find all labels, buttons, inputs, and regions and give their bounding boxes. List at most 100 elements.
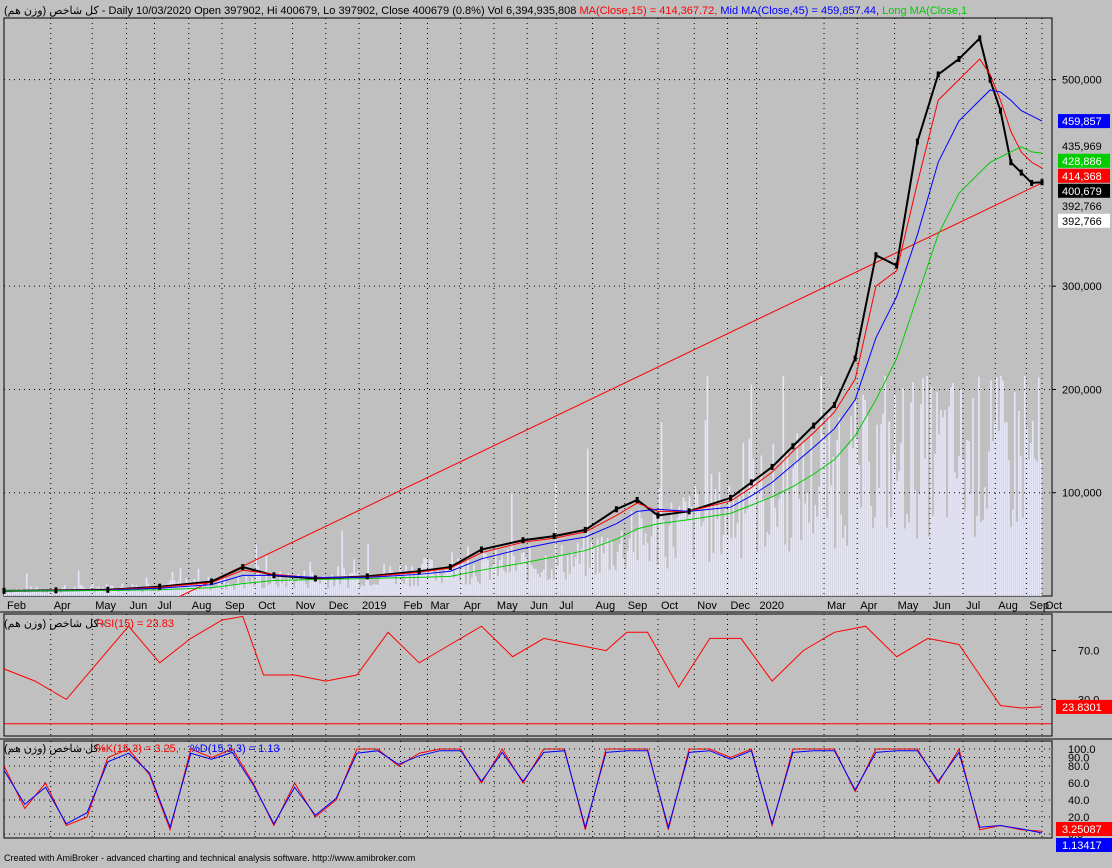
volume-bar <box>876 424 878 596</box>
volume-bar <box>101 587 104 596</box>
volume-bar <box>600 536 603 596</box>
volume-bar <box>686 520 689 596</box>
candle-mark <box>365 573 369 580</box>
volume-bar <box>640 518 643 596</box>
price-badge <box>1058 213 1110 228</box>
price-badge-label: 392,766 <box>1062 216 1102 228</box>
price-tick-label: 300,000 <box>1062 281 1102 293</box>
volume-bar <box>982 520 984 596</box>
volume-bar <box>986 508 988 596</box>
volume-bar <box>742 442 745 596</box>
volume-bar <box>1038 377 1040 596</box>
volume-bar <box>574 557 577 596</box>
volume-bar <box>57 589 60 596</box>
volume-bar <box>946 517 948 596</box>
candle-mark <box>1009 159 1013 166</box>
volume-bar <box>71 590 74 596</box>
stoch-tick-label: 40.0 <box>1068 795 1089 807</box>
volume-bar <box>958 455 960 596</box>
chart-header: کل شاخص (وزن هم) - Daily 10/03/2020 Open… <box>4 5 967 17</box>
volume-bar <box>626 550 629 596</box>
volume-bar <box>495 550 497 596</box>
volume-bar <box>604 541 607 596</box>
volume-bar <box>87 590 90 596</box>
volume-bar <box>157 591 160 596</box>
volume-bar <box>998 430 1000 596</box>
price-badge-label: 459,857 <box>1062 116 1102 128</box>
volume-bar <box>758 482 761 596</box>
volume-bar <box>169 580 172 596</box>
volume-bar <box>796 433 799 596</box>
volume-bar <box>297 574 300 596</box>
volume-bar <box>103 591 106 596</box>
volume-bar <box>728 485 731 596</box>
candle-mark <box>521 537 525 544</box>
price-tick-label: 100,000 <box>1062 488 1102 500</box>
volume-bar <box>884 376 886 596</box>
header-ma-long: Long MA(Close,1 <box>882 5 967 17</box>
volume-bar <box>768 534 771 596</box>
volume-bar <box>193 579 196 596</box>
volume-bar <box>209 590 212 596</box>
volume-bar <box>503 570 505 596</box>
volume-bar <box>113 590 116 596</box>
volume-bar <box>207 576 210 596</box>
volume-bar <box>712 552 715 596</box>
volume-bar <box>513 555 515 596</box>
volume-bar <box>517 562 519 596</box>
volume-bar <box>397 575 399 596</box>
volume-bar <box>984 487 986 596</box>
volume-bar <box>646 543 649 596</box>
candle-mark <box>417 568 421 575</box>
volume-bar <box>836 439 838 596</box>
volume-bar <box>83 587 86 596</box>
volume-bar <box>93 592 96 596</box>
volume-bar <box>670 502 673 596</box>
volume-bar <box>455 565 457 596</box>
x-tick-label: Apr <box>860 600 877 612</box>
volume-bar <box>764 546 767 596</box>
volume-bar <box>886 527 888 596</box>
volume-bar <box>940 410 942 596</box>
volume-bar <box>908 522 910 596</box>
candle-mark <box>614 506 618 513</box>
volume-bar <box>149 588 152 596</box>
volume-bar <box>453 577 455 596</box>
volume-bar <box>437 568 439 596</box>
volume-bar <box>257 565 260 596</box>
volume-bar <box>273 575 276 596</box>
volume-bar <box>199 581 202 596</box>
volume-bar <box>507 549 509 596</box>
volume-bar <box>81 586 84 596</box>
candle-mark <box>1019 169 1023 176</box>
volume-bar <box>165 590 168 596</box>
volume-bar <box>634 531 637 596</box>
volume-bar <box>413 585 415 596</box>
volume-bar <box>964 511 966 596</box>
volume-bar <box>722 534 725 596</box>
volume-bar <box>870 506 872 596</box>
price-badge <box>1058 114 1110 129</box>
volume-bar <box>720 554 723 596</box>
volume-bar <box>1008 460 1010 596</box>
volume-bar <box>664 556 667 596</box>
volume-bar <box>515 570 517 596</box>
volume-bar <box>317 578 319 596</box>
volume-bar <box>834 548 836 596</box>
volume-bar <box>642 545 645 596</box>
volume-bar <box>205 586 208 596</box>
volume-bar <box>229 584 232 596</box>
volume-bar <box>1006 422 1008 596</box>
volume-bar <box>289 579 292 596</box>
volume-bar <box>688 496 691 596</box>
volume-bar <box>127 591 130 596</box>
volume-bar <box>55 592 58 596</box>
volume-bar <box>954 472 956 596</box>
volume-bar <box>632 551 635 596</box>
candle-mark <box>448 564 452 571</box>
volume-bar <box>225 589 228 596</box>
volume-bar <box>1014 392 1016 596</box>
candle-mark <box>656 512 660 519</box>
candle-mark <box>552 533 556 540</box>
stoch-tick-label: 100.0 <box>1068 744 1096 756</box>
